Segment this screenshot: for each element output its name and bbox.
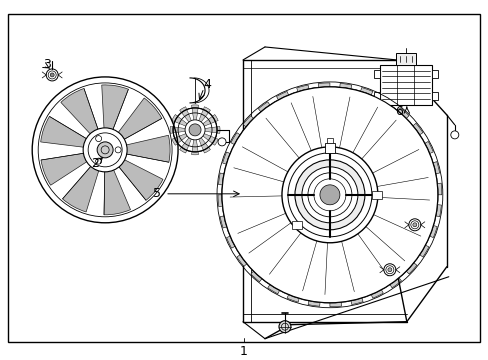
Circle shape	[189, 124, 201, 136]
Wedge shape	[329, 162, 439, 195]
Text: 5: 5	[153, 187, 161, 200]
Circle shape	[282, 147, 377, 243]
Wedge shape	[195, 130, 210, 153]
Circle shape	[97, 142, 113, 158]
Circle shape	[301, 167, 357, 223]
Wedge shape	[195, 130, 218, 145]
Wedge shape	[302, 195, 354, 295]
Wedge shape	[286, 195, 329, 302]
Wedge shape	[191, 130, 198, 155]
Wedge shape	[236, 195, 329, 266]
Text: 6: 6	[394, 105, 402, 118]
Wedge shape	[218, 195, 329, 207]
Wedge shape	[195, 107, 210, 130]
Circle shape	[46, 69, 58, 81]
Wedge shape	[329, 195, 341, 307]
Circle shape	[287, 153, 371, 237]
Wedge shape	[329, 97, 395, 195]
Wedge shape	[172, 114, 195, 130]
Wedge shape	[329, 141, 432, 195]
Wedge shape	[307, 195, 329, 306]
Wedge shape	[265, 96, 329, 195]
Circle shape	[218, 138, 225, 146]
Circle shape	[184, 120, 204, 140]
Wedge shape	[105, 135, 170, 162]
Bar	[371, 191, 381, 199]
Wedge shape	[172, 130, 195, 145]
Wedge shape	[195, 114, 218, 130]
Wedge shape	[220, 195, 329, 228]
Circle shape	[294, 160, 364, 230]
Circle shape	[115, 147, 121, 153]
Wedge shape	[41, 116, 105, 150]
Wedge shape	[218, 173, 329, 195]
Wedge shape	[104, 150, 130, 215]
Bar	[395, 53, 415, 65]
Bar	[292, 221, 302, 229]
Wedge shape	[62, 150, 105, 212]
Wedge shape	[329, 195, 416, 274]
Wedge shape	[61, 89, 105, 150]
Wedge shape	[329, 195, 363, 305]
Wedge shape	[258, 102, 329, 195]
Circle shape	[412, 223, 416, 227]
Circle shape	[96, 158, 102, 164]
Wedge shape	[222, 152, 329, 195]
Wedge shape	[329, 108, 408, 195]
Wedge shape	[102, 85, 128, 150]
Wedge shape	[329, 195, 401, 288]
Wedge shape	[276, 91, 329, 195]
Wedge shape	[250, 195, 329, 282]
Text: 4: 4	[203, 78, 210, 91]
Wedge shape	[170, 126, 195, 133]
Wedge shape	[243, 116, 329, 195]
Circle shape	[83, 128, 127, 172]
Wedge shape	[329, 96, 391, 195]
Wedge shape	[329, 195, 436, 238]
Wedge shape	[191, 105, 198, 130]
Wedge shape	[267, 195, 329, 294]
Text: 1: 1	[240, 345, 247, 358]
Wedge shape	[179, 107, 195, 130]
Wedge shape	[230, 132, 329, 195]
Wedge shape	[41, 150, 105, 185]
Wedge shape	[318, 83, 329, 195]
Wedge shape	[329, 195, 441, 217]
Wedge shape	[329, 195, 383, 298]
Bar	[379, 65, 431, 105]
Text: 2: 2	[91, 157, 99, 170]
Circle shape	[50, 73, 54, 77]
Circle shape	[383, 264, 395, 276]
Circle shape	[387, 268, 391, 272]
Circle shape	[408, 219, 420, 231]
Wedge shape	[296, 85, 329, 195]
Circle shape	[96, 136, 102, 141]
Bar	[326, 138, 332, 143]
Wedge shape	[329, 183, 441, 195]
Wedge shape	[329, 87, 372, 195]
Circle shape	[450, 131, 458, 139]
Wedge shape	[226, 195, 329, 248]
Wedge shape	[329, 84, 351, 195]
Bar	[431, 92, 437, 100]
Bar	[373, 92, 379, 100]
Wedge shape	[329, 195, 428, 257]
Wedge shape	[179, 130, 195, 153]
Bar	[324, 143, 334, 153]
Circle shape	[222, 87, 437, 303]
Wedge shape	[105, 150, 163, 200]
Wedge shape	[329, 195, 420, 276]
Wedge shape	[229, 147, 329, 197]
Circle shape	[278, 321, 290, 333]
Bar	[431, 70, 437, 78]
Wedge shape	[105, 98, 162, 150]
Wedge shape	[195, 126, 220, 133]
Text: 3: 3	[43, 58, 51, 71]
Wedge shape	[329, 123, 422, 195]
Circle shape	[319, 185, 339, 205]
Bar	[373, 70, 379, 78]
Wedge shape	[237, 195, 329, 274]
Wedge shape	[329, 149, 429, 200]
